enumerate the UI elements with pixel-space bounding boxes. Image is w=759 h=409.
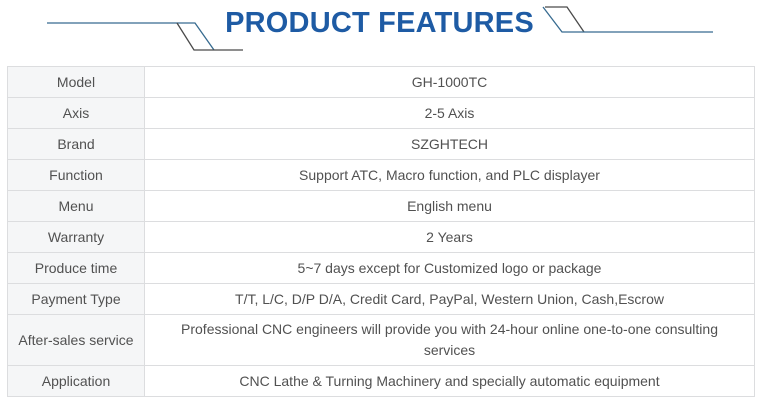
header-slash-decoration (47, 6, 713, 51)
page-title: PRODUCT FEATURES (225, 7, 534, 39)
product-features-table: Model GH-1000TC Axis 2-5 Axis Brand SZGH… (7, 66, 755, 397)
row-label: Brand (7, 128, 145, 160)
table-row: Produce time 5~7 days except for Customi… (7, 252, 755, 284)
right-blue-line (542, 6, 713, 33)
table-row: Model GH-1000TC (7, 66, 755, 98)
row-value: 5~7 days except for Customized logo or p… (144, 252, 755, 284)
row-value: 2-5 Axis (144, 97, 755, 129)
row-label: Menu (7, 190, 145, 222)
table-row: After-sales service Professional CNC eng… (7, 314, 755, 366)
table-row: Menu English menu (7, 190, 755, 222)
table-row: Axis 2-5 Axis (7, 97, 755, 129)
row-value: GH-1000TC (144, 66, 755, 98)
left-dark-slash (176, 22, 243, 51)
row-label: Function (7, 159, 145, 191)
row-value: SZGHTECH (144, 128, 755, 160)
section-header: PRODUCT FEATURES (0, 0, 759, 62)
row-label: Payment Type (7, 283, 145, 315)
table-row: Application CNC Lathe & Turning Machiner… (7, 365, 755, 397)
row-label: Produce time (7, 252, 145, 284)
table-row: Brand SZGHTECH (7, 128, 755, 160)
row-value: Professional CNC engineers will provide … (144, 314, 755, 366)
row-value: T/T, L/C, D/P D/A, Credit Card, PayPal, … (144, 283, 755, 315)
table-row: Warranty 2 Years (7, 221, 755, 253)
table-row: Payment Type T/T, L/C, D/P D/A, Credit C… (7, 283, 755, 315)
row-label: After-sales service (7, 314, 145, 366)
row-value: 2 Years (144, 221, 755, 253)
row-label: Model (7, 66, 145, 98)
row-value: CNC Lathe & Turning Machinery and specia… (144, 365, 755, 397)
left-blue-line (47, 22, 215, 51)
row-label: Warranty (7, 221, 145, 253)
right-dark-slash (545, 6, 585, 33)
row-value: Support ATC, Macro function, and PLC dis… (144, 159, 755, 191)
table-row: Function Support ATC, Macro function, an… (7, 159, 755, 191)
row-value: English menu (144, 190, 755, 222)
row-label: Axis (7, 97, 145, 129)
row-label: Application (7, 365, 145, 397)
